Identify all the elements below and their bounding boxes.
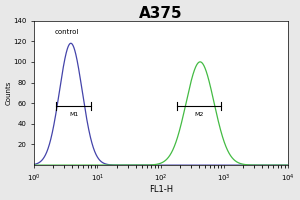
Y-axis label: Counts: Counts <box>6 81 12 105</box>
X-axis label: FL1-H: FL1-H <box>149 185 173 194</box>
Text: control: control <box>54 29 79 35</box>
Text: M1: M1 <box>69 112 78 117</box>
Title: A375: A375 <box>139 6 183 21</box>
Text: M2: M2 <box>194 112 204 117</box>
